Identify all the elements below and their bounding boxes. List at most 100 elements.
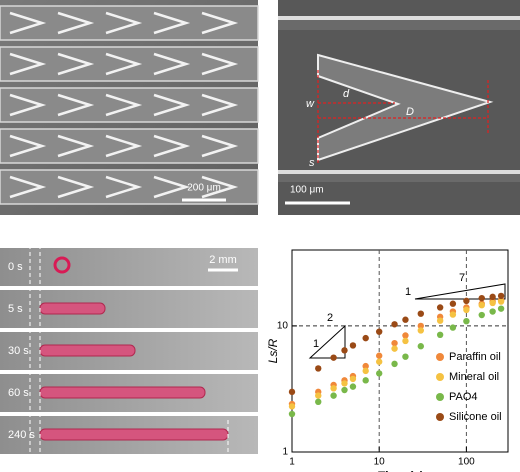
point — [402, 353, 409, 360]
time-label: 5 s — [8, 303, 23, 315]
point — [402, 337, 409, 345]
chevron — [153, 52, 191, 76]
chevron — [57, 134, 95, 158]
y-tick-label: 1 — [282, 447, 288, 458]
point — [362, 367, 369, 375]
chevron — [153, 134, 191, 158]
point — [330, 392, 337, 399]
point — [478, 301, 485, 309]
chevron — [153, 93, 191, 117]
point — [362, 377, 369, 384]
point — [391, 339, 398, 347]
point — [449, 311, 457, 318]
chevron — [201, 175, 239, 199]
point — [341, 347, 348, 354]
legend-label: PAO4 — [449, 391, 478, 403]
point — [315, 398, 322, 406]
chevron — [201, 93, 239, 117]
scale-label: 100 μm — [290, 185, 324, 196]
point — [349, 383, 357, 390]
point — [362, 362, 369, 370]
point — [288, 403, 296, 410]
point — [497, 298, 505, 305]
x-tick-label: 100 — [458, 457, 475, 468]
point — [375, 370, 383, 377]
plot-frame — [291, 249, 509, 453]
chevron — [9, 175, 47, 199]
legend-marker — [436, 393, 444, 401]
y-tick-label: 10 — [277, 321, 289, 332]
chevron — [9, 93, 47, 117]
time-label: 60 s — [8, 387, 29, 399]
droplet-photos: 0 s 5 s 30 s 60 s 240 s 2 mm Lp Ls — [0, 245, 258, 472]
point — [288, 410, 296, 418]
dim-label: w — [306, 98, 315, 110]
point — [497, 292, 505, 300]
slope-label: 1 — [313, 338, 319, 350]
point — [362, 334, 369, 342]
point — [330, 354, 337, 361]
chevron — [105, 134, 143, 158]
slope-label: 1 — [405, 286, 411, 298]
point — [349, 342, 357, 349]
point — [489, 308, 496, 315]
time-label: 0 s — [8, 261, 23, 273]
point — [391, 360, 398, 368]
chevron — [57, 52, 95, 76]
point — [315, 365, 322, 372]
strip — [0, 169, 259, 205]
photo — [0, 248, 258, 286]
chevron — [9, 134, 47, 158]
point — [463, 317, 470, 325]
point — [497, 305, 505, 312]
point — [478, 311, 485, 319]
chevron — [9, 52, 47, 76]
point — [417, 310, 425, 317]
point — [489, 299, 496, 307]
chevron — [201, 134, 239, 158]
length-label: Ls — [130, 458, 142, 470]
chevron — [201, 52, 239, 76]
legend-label: Silicone oil — [449, 411, 502, 423]
chevron — [153, 175, 191, 199]
legend-label: Paraffin oil — [449, 351, 501, 363]
ridge — [278, 170, 520, 174]
ridge — [278, 174, 520, 182]
droplet — [53, 256, 71, 274]
droplet — [39, 386, 206, 399]
scale-label: 200 μm — [187, 183, 221, 194]
point — [341, 386, 348, 394]
point — [391, 321, 398, 328]
slope-triangle — [414, 283, 506, 300]
strip — [0, 87, 259, 123]
point — [417, 343, 425, 350]
point — [315, 392, 322, 399]
strip — [0, 46, 259, 82]
slope-label: 2 — [327, 312, 333, 324]
point — [449, 300, 457, 307]
chevron — [105, 52, 143, 76]
point — [402, 316, 409, 323]
dimension-lines — [317, 70, 489, 165]
point — [436, 304, 444, 311]
point — [375, 328, 383, 335]
ridge — [278, 16, 520, 20]
droplet — [39, 428, 229, 441]
chevron — [57, 93, 95, 117]
legend-marker — [436, 413, 444, 421]
time-label: 30 s — [8, 345, 29, 357]
x-tick-label: 10 — [374, 457, 386, 468]
sem-detail: w d D s 100 μm — [278, 0, 520, 215]
point — [463, 297, 470, 305]
chevron — [57, 175, 95, 199]
point — [449, 324, 457, 331]
scale-label: 2 mm — [209, 254, 237, 266]
legend-label: Mineral oil — [449, 371, 499, 383]
legend-marker — [436, 353, 444, 361]
point — [288, 388, 296, 396]
point — [417, 322, 425, 330]
legend-marker — [436, 373, 444, 381]
photo — [0, 290, 258, 328]
